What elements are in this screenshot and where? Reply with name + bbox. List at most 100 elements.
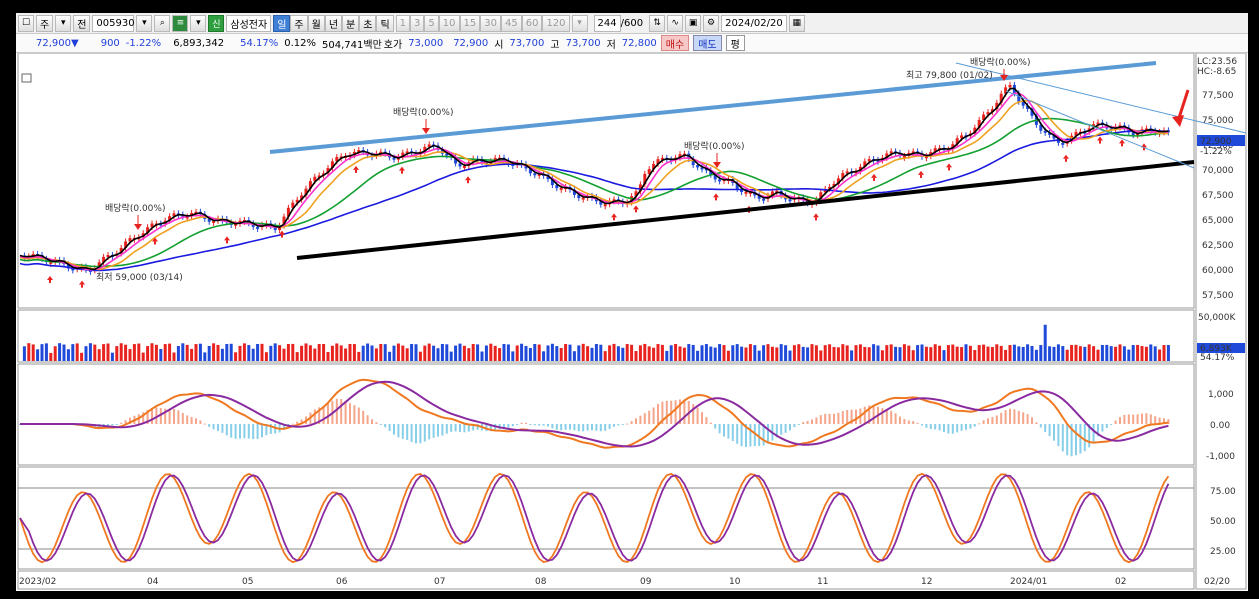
volume-bar [942, 350, 946, 361]
macd-histogram-bar [789, 424, 791, 431]
macd-histogram-bar [837, 412, 840, 424]
menu-icon[interactable]: ☐ [18, 14, 34, 32]
volume-bar [286, 344, 290, 361]
gear-icon[interactable]: ⚙ [703, 14, 720, 32]
macd-histogram-bar [217, 424, 219, 431]
buy-signal-icon [946, 163, 952, 168]
macd-histogram-bar [811, 419, 813, 424]
eval-button[interactable]: 평 [725, 35, 745, 51]
period-day-button[interactable]: 일 [273, 14, 291, 32]
stock-name: 삼성전자 [226, 14, 272, 32]
volume-bar [850, 350, 854, 361]
macd-histogram-bar [129, 417, 131, 424]
volume: 6,893,342 [173, 37, 225, 49]
chart-window: ☐ 주 ▾ 전 005930 ▾ ⌕ ≡ ▾ 신 삼성전자 일 주 월 년 분 … [16, 13, 1248, 591]
type-button[interactable]: 전 [73, 14, 91, 32]
volume-bar [1048, 346, 1052, 361]
macd-histogram-bar [868, 405, 871, 424]
macd-histogram-bar [507, 424, 510, 428]
volume-bar [1100, 345, 1104, 361]
bid-price-2: 72,900 [453, 37, 489, 49]
candle-body [326, 168, 330, 174]
interval-45-button[interactable]: 45 [500, 14, 522, 32]
candle-body [762, 198, 766, 201]
candle-body [124, 241, 128, 248]
macd-histogram-bar [467, 424, 470, 432]
macd-histogram-bar [824, 413, 827, 424]
macd-histogram-bar [973, 424, 976, 427]
panel-menu-icon[interactable] [21, 73, 32, 83]
search-icon[interactable]: ⌕ [154, 14, 171, 32]
compare-icon[interactable]: ⇅ [649, 14, 666, 32]
period-minute-button[interactable]: 분 [342, 14, 360, 32]
interval-60-button[interactable]: 60 [521, 14, 543, 32]
sell-button[interactable]: 매도 [693, 35, 722, 51]
volume-bar [687, 344, 691, 361]
indicator-icon[interactable]: ∿ [667, 14, 684, 32]
period-second-button[interactable]: 초 [359, 14, 377, 32]
macd-histogram-bar [1114, 420, 1117, 424]
candle-body [146, 227, 150, 234]
macd-histogram-bar [1105, 424, 1108, 429]
macd-histogram-bar [340, 399, 343, 424]
save-icon[interactable]: ▣ [685, 14, 702, 32]
stock-chart: 배당락(0.00%) 배당락(0.00%) 배당락(0.00%) 배당락(0.0… [17, 53, 1247, 590]
macd-histogram-bar [643, 413, 646, 424]
macd-histogram-bar [362, 410, 365, 424]
date-input[interactable]: 2024/02/20 [721, 14, 787, 32]
macd-histogram-bar [349, 403, 351, 424]
period-week-button[interactable]: 주 [290, 14, 308, 32]
macd-histogram-bar [252, 424, 255, 440]
interval-30-button[interactable]: 30 [480, 14, 501, 32]
market-mode-button[interactable]: 주 [36, 14, 54, 32]
macd-histogram-bar [212, 424, 215, 430]
period-year-button[interactable]: 년 [324, 14, 343, 32]
macd-histogram-bar [459, 424, 461, 432]
list-dropdown-icon[interactable]: ▾ [190, 14, 207, 32]
volume-bar [269, 345, 273, 361]
bar-count-input[interactable]: 244 [593, 14, 621, 32]
volume-bar [146, 346, 150, 361]
macd-histogram-bar [1101, 424, 1104, 432]
interval-15-button[interactable]: 15 [459, 14, 481, 32]
volume-tick: 50,000K [1198, 313, 1236, 323]
candle-body [445, 153, 449, 156]
buy-signal-icon [611, 213, 617, 218]
candle-body [995, 102, 999, 110]
candle-body [599, 201, 603, 205]
interval-dropdown-icon[interactable]: ▾ [571, 14, 588, 32]
macd-histogram-bar [432, 424, 435, 438]
candle-body [977, 119, 981, 128]
high-price: 73,700 [565, 37, 601, 49]
high-label: 고 [550, 39, 560, 51]
macd-histogram-bar [533, 424, 536, 426]
period-tick-button[interactable]: 틱 [376, 14, 394, 32]
buy-signal-stem [1143, 147, 1145, 151]
code-dropdown-icon[interactable]: ▾ [136, 14, 153, 32]
buy-signal-stem [635, 209, 637, 213]
interval-3-button[interactable]: 3 [410, 14, 425, 32]
interval-10-button[interactable]: 10 [438, 14, 460, 32]
macd-histogram-bar [665, 400, 668, 424]
volume-bar [634, 351, 638, 361]
interval-120-button[interactable]: 120 [542, 14, 570, 32]
volume-bar [427, 343, 431, 361]
candle-body [924, 156, 928, 159]
macd-histogram-bar [463, 424, 466, 433]
macd-histogram-bar [151, 407, 153, 424]
stock-code-input[interactable]: 005930 [92, 14, 135, 32]
volume-bar [995, 344, 999, 361]
volume-bar [1144, 346, 1148, 361]
favorite-list-icon[interactable]: ≡ [172, 14, 189, 32]
period-month-button[interactable]: 월 [307, 14, 325, 32]
interval-1-button[interactable]: 1 [395, 14, 411, 32]
volume-bar [775, 347, 779, 361]
dividend-label-4: 배당락(0.00%) [970, 56, 1030, 68]
calendar-icon[interactable]: ▦ [788, 14, 805, 32]
buy-button[interactable]: 매수 [660, 35, 690, 51]
interval-5-button[interactable]: 5 [424, 14, 439, 32]
price-tick: 62,500 [1202, 241, 1234, 251]
macd-histogram-bar [1110, 424, 1113, 425]
chevron-down-icon[interactable]: ▾ [55, 14, 72, 32]
macd-histogram-bar [410, 424, 413, 442]
